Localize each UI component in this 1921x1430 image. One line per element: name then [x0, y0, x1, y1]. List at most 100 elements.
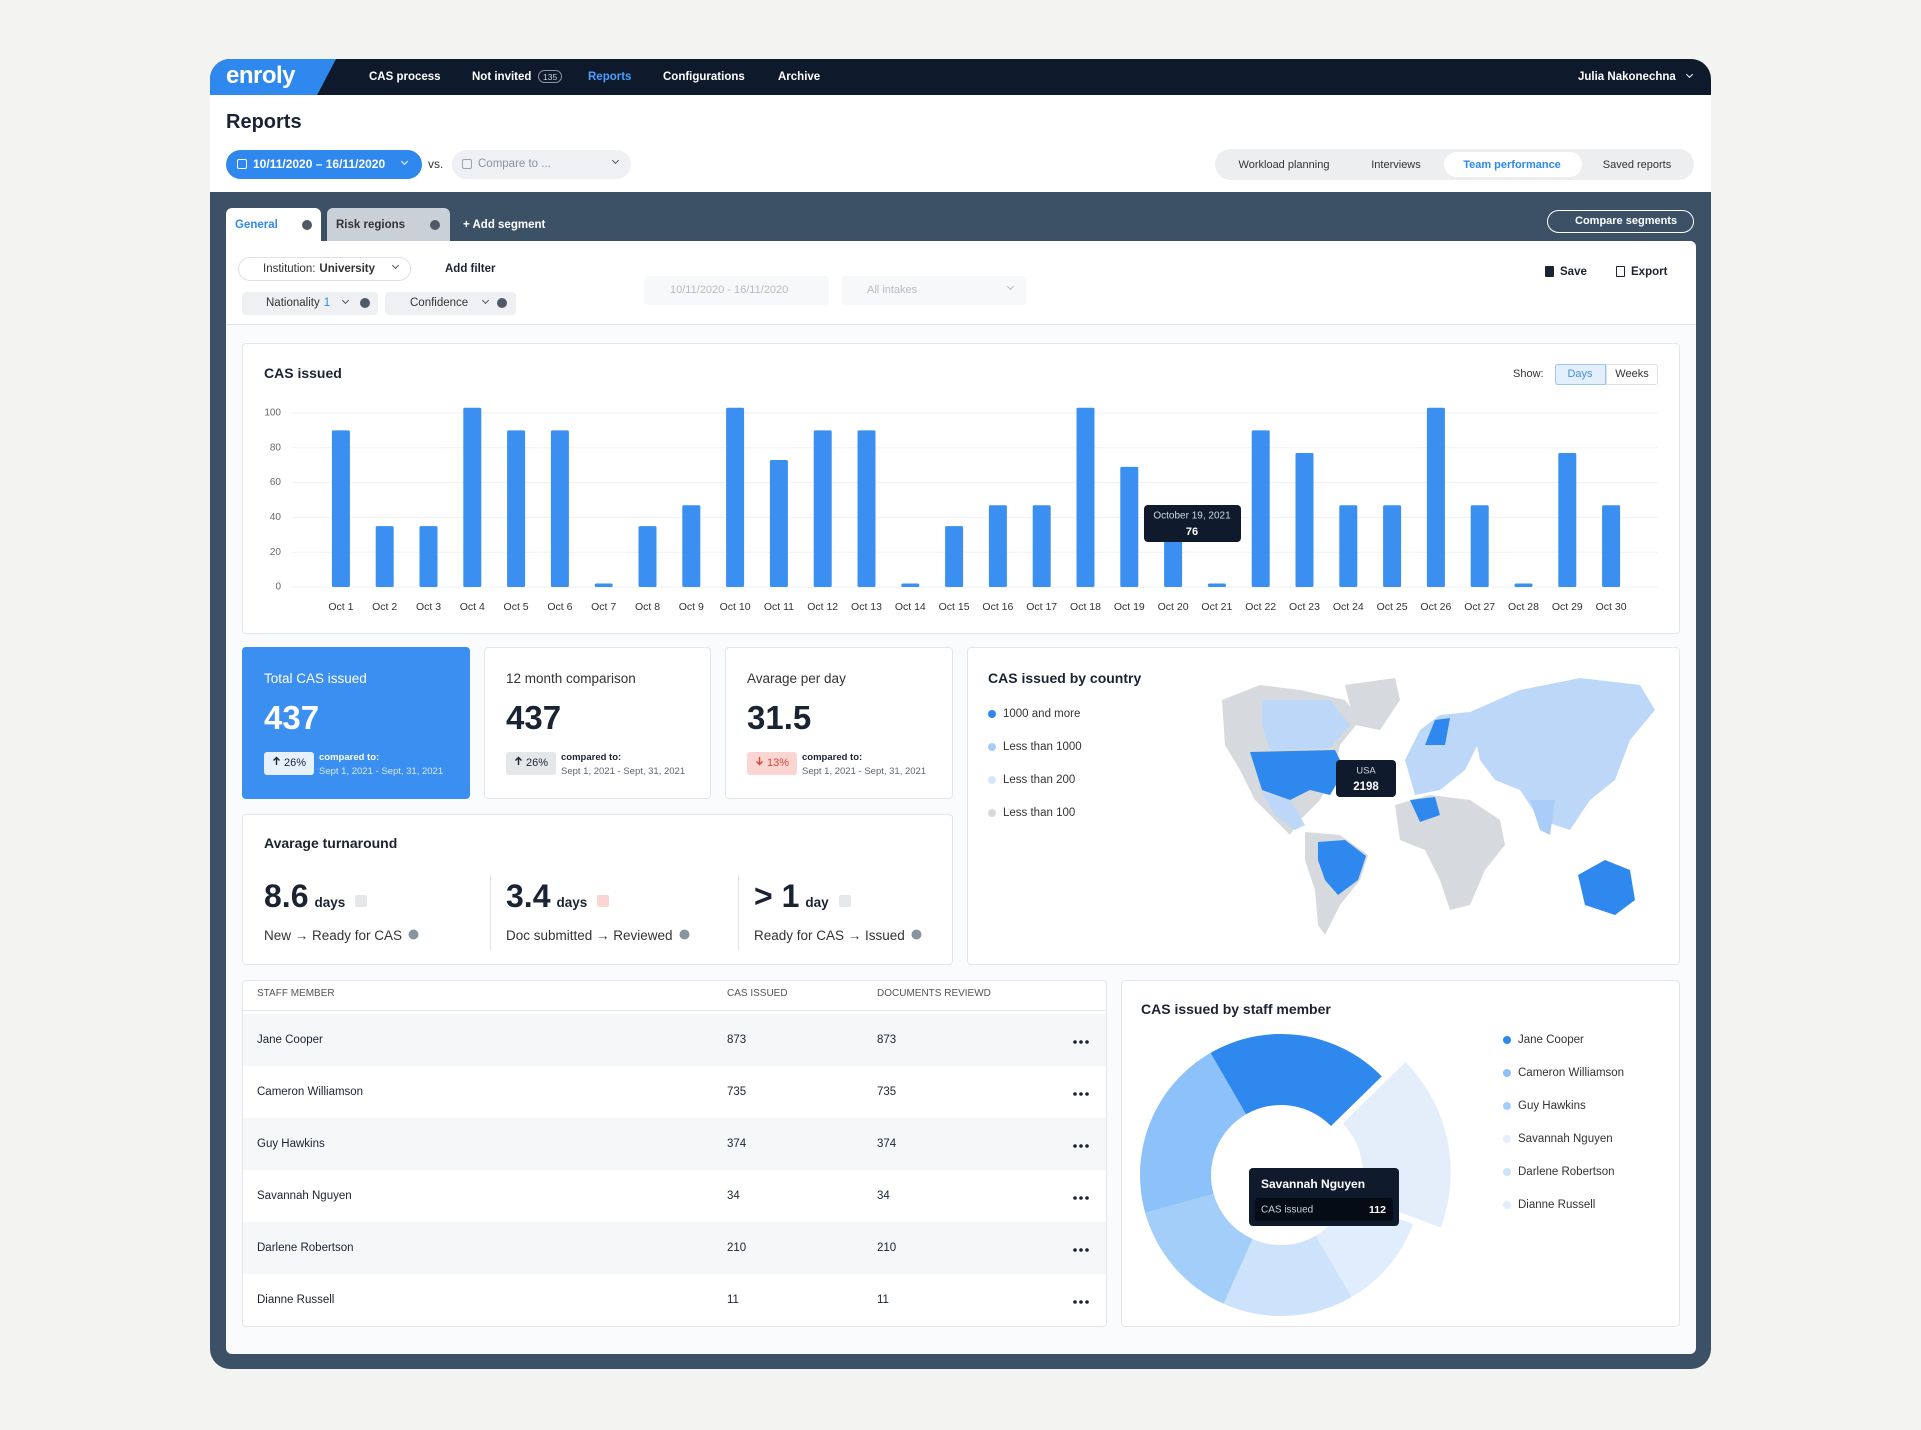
table-header: STAFF MEMBER: [257, 988, 335, 999]
toggle-weeks[interactable]: [1606, 364, 1658, 385]
table-row-bg: [243, 1118, 1106, 1170]
kpi-label: Avarage per day: [747, 670, 846, 686]
page-title: Reports: [226, 111, 302, 133]
table-row-bg: [243, 1222, 1106, 1274]
save-button[interactable]: Save: [1560, 265, 1587, 278]
calendar-icon: [237, 159, 247, 169]
turnaround-value: 3.4 days: [506, 874, 610, 918]
nav-item[interactable]: Archive: [778, 70, 821, 83]
intakes-text: All intakes: [867, 284, 918, 296]
date-picker[interactable]: [226, 150, 422, 179]
row-menu[interactable]: [1072, 1240, 1090, 1252]
nav-item[interactable]: Not invited: [472, 70, 532, 83]
view-tab-active: [1444, 152, 1582, 177]
table-cell: Cameron Williamson: [257, 1085, 364, 1098]
kpi-label: 12 month comparison: [506, 670, 636, 686]
compare-segments-button[interactable]: [1547, 210, 1694, 233]
status-square: [838, 894, 851, 907]
logo: enroly: [226, 62, 296, 89]
compare-icon: [462, 159, 472, 169]
row-menu[interactable]: [1072, 1032, 1090, 1044]
help-dot: [911, 929, 922, 940]
status-square: [355, 894, 368, 907]
compare-picker[interactable]: [452, 150, 631, 179]
status-icon: [587, 881, 610, 925]
view-tab[interactable]: Workload planning: [1238, 159, 1330, 171]
menu-dots: [1073, 1040, 1089, 1044]
remove-icon[interactable]: [360, 298, 370, 308]
table-cell: 11: [877, 1293, 889, 1306]
institution-filter[interactable]: [238, 257, 411, 281]
segment-tab-inactive[interactable]: [327, 208, 450, 241]
label: Doc submitted → Reviewed: [506, 927, 673, 943]
institution-text: Institution: University: [263, 258, 375, 281]
divider: [490, 875, 491, 950]
row-menu[interactable]: [1072, 1084, 1090, 1096]
menu-dots: [1073, 1144, 1089, 1148]
legend-label: Less than 100: [1003, 806, 1076, 819]
remove-icon[interactable]: [497, 298, 507, 308]
status-icon: [829, 881, 851, 925]
arrow-icon: [514, 756, 522, 765]
legend-label: 1000 and more: [1003, 707, 1081, 720]
filter-count: 1: [323, 296, 331, 309]
turnaround-label: Ready for CAS → Issued: [754, 922, 922, 949]
view-tab[interactable]: Team performance: [1463, 159, 1561, 171]
legend-label: Less than 1000: [1003, 740, 1082, 753]
remove-icon[interactable]: [302, 220, 312, 230]
table-header: CAS ISSUED: [727, 988, 788, 999]
table-cell: 735: [877, 1085, 897, 1098]
remove-icon[interactable]: [430, 220, 440, 230]
row-menu[interactable]: [1072, 1188, 1090, 1200]
turnaround-card: [242, 814, 953, 965]
view-tab[interactable]: Interviews: [1371, 159, 1421, 171]
view-tab[interactable]: Saved reports: [1602, 159, 1672, 171]
add-filter[interactable]: Add filter: [445, 262, 496, 275]
donut-title: CAS issued by staff member: [1141, 1001, 1331, 1017]
compare-segments: Compare segments: [1575, 215, 1678, 227]
turnaround-title: Avarage turnaround: [264, 835, 398, 851]
compared-period: Sept 1, 2021 - Sept, 31, 2021: [802, 765, 927, 777]
change-badge: 26%: [506, 752, 556, 775]
legend-dot: [988, 710, 996, 718]
bar-chart-card: [242, 343, 1680, 634]
toggle-days[interactable]: [1555, 364, 1606, 385]
add-segment[interactable]: + Add segment: [463, 218, 546, 231]
table-cell: Guy Hawkins: [257, 1137, 325, 1150]
nationality-filter[interactable]: [242, 292, 378, 315]
label: New → Ready for CAS: [264, 927, 403, 943]
table-cell: 210: [877, 1241, 897, 1254]
menu-dots: [1073, 1196, 1089, 1200]
row-menu[interactable]: [1072, 1136, 1090, 1148]
row-menu[interactable]: [1072, 1292, 1090, 1304]
compared-period: Sept 1, 2021 - Sept, 31, 2021: [319, 765, 444, 777]
table-cell: 11: [727, 1293, 739, 1306]
table-row-bg: [243, 1014, 1106, 1066]
change-value: 26%: [283, 757, 307, 770]
date-field: [644, 276, 829, 305]
nav-item[interactable]: CAS process: [369, 70, 441, 83]
change-arrow: [755, 752, 764, 775]
table-cell: Darlene Robertson: [257, 1241, 354, 1254]
show-label: Show:: [1513, 368, 1544, 380]
filter-label: Institution:: [263, 262, 316, 275]
user-name[interactable]: Julia Nakonechna: [1578, 70, 1676, 83]
nav-item[interactable]: Reports: [588, 70, 632, 83]
help-icon: [905, 922, 922, 949]
export-button[interactable]: Export: [1631, 265, 1668, 278]
kpi-label: Total CAS issued: [264, 670, 367, 686]
menu-dots: [1073, 1248, 1089, 1252]
unit: days: [314, 895, 346, 910]
table-rule: [243, 1010, 1106, 1011]
compare-placeholder: Compare to ...: [478, 157, 551, 170]
table-cell: Jane Cooper: [257, 1033, 323, 1046]
save-icon: [1545, 266, 1554, 277]
confidence-filter[interactable]: [385, 292, 516, 315]
legend-dot: [1503, 1168, 1511, 1176]
label: Ready for CAS → Issued: [754, 927, 905, 943]
table-header: DOCUMENTS REVIEWD: [877, 988, 991, 999]
vs-label: vs.: [428, 157, 444, 171]
legend-label: Dianne Russell: [1518, 1198, 1596, 1211]
nav-item[interactable]: Configurations: [663, 70, 745, 83]
